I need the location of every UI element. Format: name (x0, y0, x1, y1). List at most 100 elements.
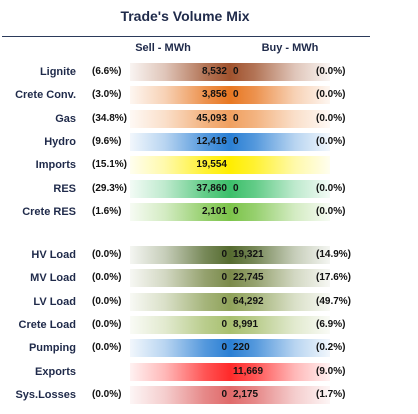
sell-value: 3,856 (201, 89, 227, 101)
buy-percent: (0.2%) (316, 342, 346, 354)
sell-bar: 0 (130, 385, 230, 404)
chart-title: Trade's Volume Mix (120, 8, 250, 24)
sell-column-header: Sell - MWh (135, 42, 191, 54)
buy-percent: (0.0%) (316, 182, 346, 194)
buy-percent: (17.6%) (316, 272, 352, 284)
buy-value: 0 (233, 205, 239, 217)
buy-percent: (1.7%) (316, 388, 346, 400)
buy-value: 64,292 (233, 295, 264, 307)
sell-percent: (6.6%) (92, 66, 122, 77)
sell-value: 0 (221, 272, 227, 284)
row-label: Hydro (44, 135, 76, 148)
table-row: MV Load (0.0%) 0 22,745 (17.6%) (0, 268, 418, 288)
buy-percent: (0.0%) (316, 135, 346, 147)
buy-percent: (6.9%) (316, 319, 346, 330)
sell-bar: 19,554 (130, 156, 230, 175)
sell-value: 2,101 (201, 205, 227, 217)
row-label: Exports (35, 365, 76, 378)
buy-percent: (14.9%) (316, 249, 352, 261)
buy-percent: (0.0%) (316, 89, 346, 101)
row-label: Pumping (28, 342, 76, 355)
buy-value: 0 (233, 135, 239, 147)
buy-bar: 0 (230, 179, 330, 198)
buy-bar: 22,745 (230, 269, 330, 288)
buy-bar: 2,175 (230, 385, 330, 404)
table-row: Lignite (6.6%) 8,532 0 (0.0%) (0, 62, 418, 82)
table-row: LV Load (0.0%) 0 64,292 (49.7%) (0, 292, 418, 312)
sell-value: 8,532 (201, 66, 227, 77)
row-label: LV Load (33, 295, 76, 308)
sell-percent: (0.0%) (92, 342, 122, 354)
sell-percent: (0.0%) (92, 272, 122, 284)
table-row: Hydro (9.6%) 12,416 0 (0.0%) (0, 132, 418, 152)
row-label: Crete Conv. (15, 89, 76, 102)
row-label: HV Load (31, 249, 76, 262)
row-label: Lignite (39, 66, 76, 78)
buy-bar: 11,669 (230, 362, 330, 381)
buy-percent: (0.0%) (316, 66, 346, 77)
table-row: Sys.Losses (0.0%) 0 2,175 (1.7%) (0, 385, 418, 405)
buy-value: 8,991 (233, 319, 259, 330)
sell-bar: 0 (130, 316, 230, 334)
table-row: RES (29.3%) 37,860 0 (0.0%) (0, 179, 418, 199)
sell-percent: (15.1%) (92, 159, 128, 171)
buy-bar: 0 (230, 202, 330, 221)
sell-bar: 12,416 (130, 132, 230, 151)
table-row: Pumping (0.0%) 0 220 (0.2%) (0, 338, 418, 358)
buy-value: 11,669 (233, 365, 264, 377)
table-row: Crete Conv. (3.0%) 3,856 0 (0.0%) (0, 85, 418, 105)
sell-value: 0 (221, 249, 227, 261)
sell-percent: (0.0%) (92, 295, 122, 307)
sell-bar: 45,093 (130, 109, 230, 128)
buy-percent: (0.0%) (316, 112, 346, 124)
row-label: MV Load (30, 272, 76, 285)
sell-bar (130, 362, 230, 381)
buy-value: 220 (233, 342, 250, 354)
sell-bar: 0 (130, 269, 230, 288)
sell-percent: (34.8%) (92, 112, 128, 124)
row-label: Imports (35, 159, 76, 172)
table-row: HV Load (0.0%) 0 19,321 (14.9%) (0, 245, 418, 265)
table-row: Crete Load (0.0%) 0 8,991 (6.9%) (0, 315, 418, 335)
sell-value: 0 (221, 388, 227, 400)
buy-bar: 0 (230, 132, 330, 151)
sell-value: 45,093 (196, 112, 227, 124)
header-divider (2, 36, 370, 37)
buy-value: 0 (233, 182, 239, 194)
buy-bar: 0 (230, 63, 330, 81)
sell-value: 37,860 (196, 182, 227, 194)
sell-percent: (3.0%) (92, 89, 122, 101)
buy-bar: 0 (230, 109, 330, 128)
sell-bar: 37,860 (130, 179, 230, 198)
buy-percent: (49.7%) (316, 295, 352, 307)
table-row: Crete RES (1.6%) 2,101 0 (0.0%) (0, 202, 418, 222)
buy-percent: (0.0%) (316, 205, 346, 217)
buy-value: 0 (233, 112, 239, 124)
row-label: Sys.Losses (15, 388, 76, 401)
row-label: Crete RES (22, 205, 76, 218)
sell-percent: (29.3%) (92, 182, 128, 194)
sell-value: 0 (221, 342, 227, 354)
buy-value: 22,745 (233, 272, 264, 284)
buy-bar: 64,292 (230, 292, 330, 311)
sell-value: 12,416 (196, 135, 227, 147)
sell-bar: 3,856 (130, 86, 230, 105)
buy-value: 2,175 (233, 388, 259, 400)
buy-value: 19,321 (233, 249, 264, 261)
sell-bar: 0 (130, 339, 230, 358)
row-label: Gas (55, 112, 76, 125)
sell-percent: (1.6%) (92, 205, 122, 217)
row-label: Crete Load (18, 319, 76, 331)
sell-value: 0 (221, 295, 227, 307)
buy-column-header: Buy - MWh (261, 42, 319, 54)
table-row: Imports (15.1%) 19,554 (0, 155, 418, 175)
buy-bar: 220 (230, 339, 330, 358)
buy-percent: (9.0%) (316, 365, 346, 377)
buy-bar: 8,991 (230, 316, 330, 334)
buy-value: 0 (233, 66, 239, 77)
sell-bar: 0 (130, 246, 230, 265)
table-row: Exports 11,669 (9.0%) (0, 362, 418, 382)
row-label: RES (53, 182, 76, 195)
sell-value: 19,554 (196, 159, 227, 171)
buy-bar: 19,321 (230, 246, 330, 265)
